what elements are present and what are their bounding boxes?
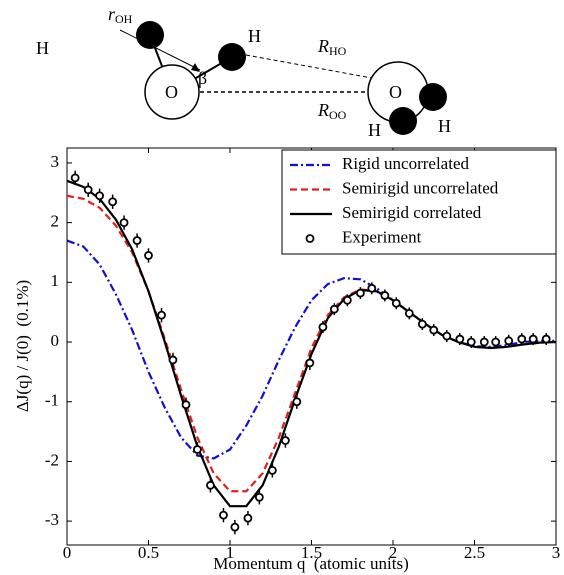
data-point bbox=[318, 322, 328, 332]
legend-box bbox=[281, 149, 557, 255]
legend-label: Rigid uncorrelated bbox=[342, 154, 469, 173]
y-tick-label: -3 bbox=[45, 510, 59, 529]
data-point bbox=[119, 218, 129, 228]
x-tick-label: 1 bbox=[226, 543, 235, 562]
legend-label: Semirigid uncorrelated bbox=[342, 178, 499, 197]
data-point bbox=[206, 480, 215, 490]
label-sub: OH bbox=[115, 12, 133, 26]
data-point bbox=[404, 308, 414, 318]
x-tick-label: 0.5 bbox=[138, 543, 159, 562]
x-tick-label: 0 bbox=[63, 543, 72, 562]
arrow bbox=[119, 29, 201, 71]
data-point bbox=[355, 288, 365, 298]
data-point bbox=[181, 400, 191, 410]
angle-label: β bbox=[198, 68, 207, 88]
x-tick-label: 2.5 bbox=[464, 543, 485, 562]
data-point bbox=[192, 445, 202, 454]
data-point bbox=[517, 334, 527, 344]
data-point bbox=[342, 295, 352, 305]
data-point bbox=[541, 334, 551, 344]
atom-label: O bbox=[389, 82, 402, 102]
data-point bbox=[429, 325, 439, 335]
atom-label: O bbox=[165, 82, 178, 102]
label-sub: HO bbox=[329, 44, 347, 58]
data-point bbox=[455, 334, 465, 344]
atom-label: H bbox=[248, 26, 261, 46]
y-axis-label: ΔJ(q) / J(0) (0.1%) bbox=[13, 280, 32, 412]
data-point bbox=[329, 304, 339, 314]
oxygen-atom bbox=[144, 64, 200, 120]
data-point bbox=[292, 397, 302, 407]
y-tick-label: -2 bbox=[45, 450, 59, 469]
x-axis-label: Momentum q (atomic units) bbox=[213, 554, 408, 573]
x-tick-label: 1.5 bbox=[301, 543, 322, 562]
data-point bbox=[380, 291, 390, 300]
data-point bbox=[70, 173, 80, 183]
label-main: R bbox=[317, 100, 329, 120]
distance-line bbox=[245, 54, 373, 79]
data-point bbox=[83, 185, 93, 195]
hydrogen-atom bbox=[218, 43, 246, 71]
label-main: R bbox=[317, 36, 329, 56]
distance-label: rOH bbox=[108, 4, 133, 26]
legend-label: Semirigid correlated bbox=[342, 203, 482, 222]
distance-label: RHO bbox=[317, 36, 347, 58]
atom-label: H bbox=[368, 120, 381, 140]
data-point bbox=[442, 331, 452, 341]
data-point bbox=[254, 492, 264, 502]
data-point bbox=[144, 251, 153, 260]
data-point bbox=[243, 513, 253, 523]
atom-label: H bbox=[36, 38, 49, 58]
y-tick-label: -1 bbox=[45, 391, 59, 410]
data-point bbox=[391, 298, 401, 308]
atom-label: H bbox=[438, 116, 451, 136]
data-point bbox=[466, 337, 476, 347]
data-point bbox=[305, 358, 315, 368]
data-point bbox=[95, 191, 104, 201]
data-point bbox=[132, 236, 142, 245]
line bbox=[66, 179, 557, 508]
hydrogen-atom bbox=[419, 83, 447, 111]
label-sub: OO bbox=[329, 108, 347, 122]
data-point bbox=[230, 522, 240, 532]
y-tick-label: 3 bbox=[51, 152, 60, 171]
legend-swatch bbox=[305, 234, 315, 243]
y-tick-label: 1 bbox=[51, 271, 60, 290]
arrow-head bbox=[191, 63, 200, 72]
data-point bbox=[479, 337, 489, 347]
molecule-diagram: H rOH H β RHO O ROO O H H bbox=[36, 4, 451, 140]
data-point bbox=[267, 465, 277, 475]
data-point bbox=[491, 337, 501, 347]
data-point bbox=[219, 510, 228, 520]
data-point bbox=[528, 334, 538, 344]
data-point bbox=[108, 197, 118, 207]
data-point bbox=[367, 283, 377, 293]
legend-label: Experiment bbox=[342, 227, 422, 246]
data-point bbox=[504, 336, 514, 346]
data-point bbox=[157, 310, 166, 320]
x-tick-label: 3 bbox=[552, 543, 561, 562]
distance-label: ROO bbox=[317, 100, 347, 122]
x-tick-label: 2 bbox=[389, 543, 398, 562]
y-tick-label: 0 bbox=[51, 331, 60, 350]
y-tick-label: 2 bbox=[51, 212, 60, 231]
data-point bbox=[168, 355, 178, 365]
data-point bbox=[281, 436, 290, 445]
label-main: r bbox=[108, 4, 116, 24]
data-point bbox=[417, 319, 427, 329]
hydrogen-atom bbox=[389, 107, 417, 135]
